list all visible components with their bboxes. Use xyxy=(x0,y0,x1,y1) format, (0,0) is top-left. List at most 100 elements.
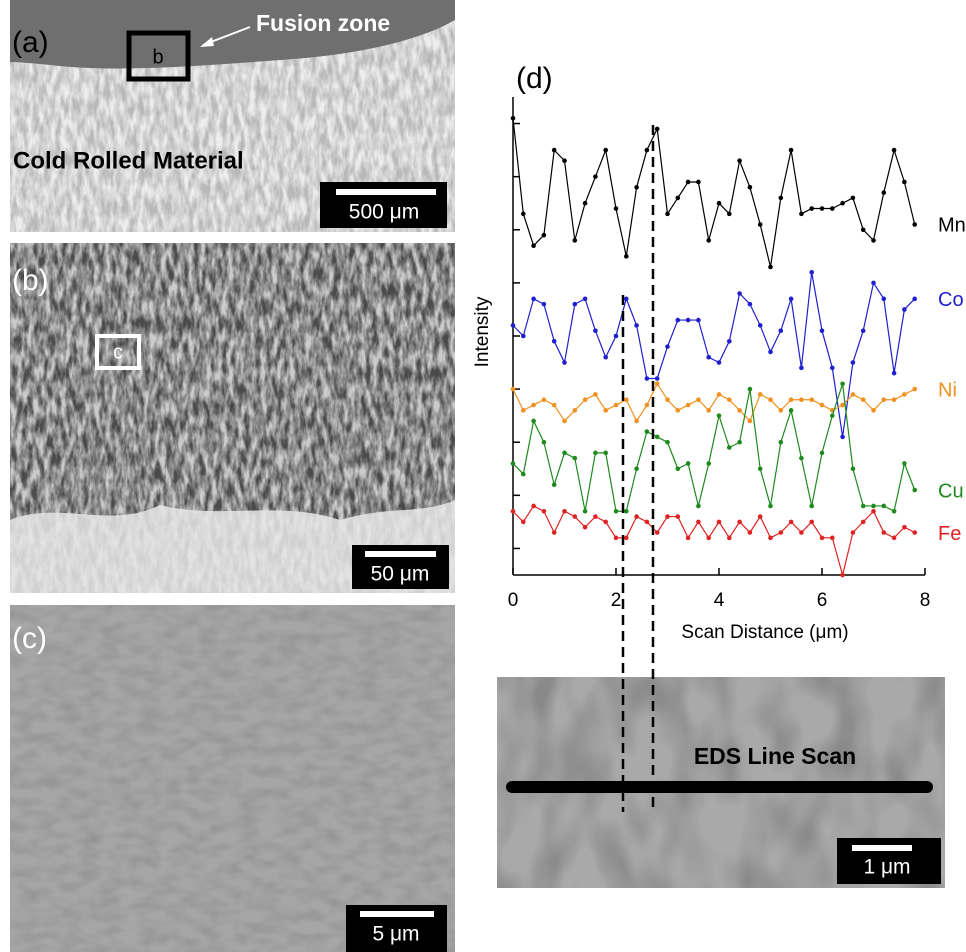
data-point xyxy=(758,323,763,328)
data-point xyxy=(603,520,608,525)
data-point xyxy=(583,397,588,402)
data-point xyxy=(768,350,773,355)
data-point xyxy=(758,466,763,471)
panel-label: (a) xyxy=(12,26,49,59)
data-point xyxy=(655,435,660,440)
data-point xyxy=(562,360,567,365)
scale-label: 500 μm xyxy=(349,201,419,224)
data-point xyxy=(531,297,536,302)
data-point xyxy=(573,302,578,307)
data-point xyxy=(871,281,876,286)
data-point xyxy=(665,514,670,519)
data-point xyxy=(624,536,629,541)
data-point xyxy=(614,403,619,408)
data-point xyxy=(737,158,742,163)
data-point xyxy=(912,222,917,227)
data-point xyxy=(573,514,578,519)
data-point xyxy=(634,185,639,190)
data-point xyxy=(768,397,773,402)
scale-bar xyxy=(852,845,912,851)
data-point xyxy=(902,392,907,397)
data-point xyxy=(789,297,794,302)
data-point xyxy=(521,520,526,525)
data-point xyxy=(511,323,516,328)
data-point xyxy=(531,403,536,408)
data-point xyxy=(809,270,814,275)
data-point xyxy=(830,413,835,418)
panel-b: c (b) 50 μm xyxy=(10,243,455,593)
eds-image: EDS Line Scan 1 μm xyxy=(497,677,945,888)
data-point xyxy=(830,536,835,541)
panel-label: (d) xyxy=(516,62,553,95)
data-point xyxy=(645,376,650,381)
data-point xyxy=(562,419,567,424)
series-line xyxy=(513,384,915,421)
data-point xyxy=(748,387,753,392)
data-point xyxy=(799,212,804,217)
region-label: Cold Rolled Material xyxy=(13,147,244,174)
data-point xyxy=(912,297,917,302)
data-point xyxy=(696,180,701,185)
data-point xyxy=(634,514,639,519)
data-point xyxy=(840,201,845,206)
data-point xyxy=(737,520,742,525)
data-point xyxy=(871,238,876,243)
data-point xyxy=(655,382,660,387)
x-axis-label: Scan Distance (μm) xyxy=(681,622,848,643)
data-point xyxy=(799,397,804,402)
x-tick-label: 6 xyxy=(817,590,828,611)
series-label: Co xyxy=(938,289,964,311)
x-tick-label: 0 xyxy=(508,590,519,611)
scale-bar xyxy=(365,551,436,557)
data-point xyxy=(706,355,711,360)
data-point xyxy=(686,318,691,323)
data-point xyxy=(542,233,547,238)
data-point xyxy=(912,387,917,392)
data-point xyxy=(912,530,917,535)
data-point xyxy=(531,419,536,424)
series-label: Ni xyxy=(938,379,957,401)
data-point xyxy=(593,451,598,456)
data-point xyxy=(511,461,516,466)
data-point xyxy=(593,514,598,519)
series-line xyxy=(513,118,915,267)
data-point xyxy=(542,440,547,445)
data-point xyxy=(799,530,804,535)
x-tick-label: 8 xyxy=(920,590,931,611)
data-point xyxy=(902,525,907,530)
x-tick-label: 2 xyxy=(611,590,622,611)
data-point xyxy=(892,509,897,514)
scale-bar xyxy=(336,189,436,195)
data-point xyxy=(727,212,732,217)
data-point xyxy=(851,530,856,535)
data-point xyxy=(902,180,907,185)
data-point xyxy=(665,344,670,349)
data-point xyxy=(645,403,650,408)
data-point xyxy=(851,196,856,201)
data-point xyxy=(820,403,825,408)
data-point xyxy=(737,291,742,296)
data-point xyxy=(583,297,588,302)
data-point xyxy=(748,185,753,190)
data-point xyxy=(552,339,557,344)
data-point xyxy=(851,360,856,365)
data-point xyxy=(768,536,773,541)
data-point xyxy=(583,509,588,514)
data-point xyxy=(840,403,845,408)
data-point xyxy=(665,440,670,445)
panel-label: (b) xyxy=(12,264,49,297)
data-point xyxy=(562,451,567,456)
data-point xyxy=(830,206,835,211)
y-axis-label: Intensity xyxy=(472,296,493,367)
data-point xyxy=(727,339,732,344)
data-point xyxy=(521,472,526,477)
data-point xyxy=(717,520,722,525)
data-point xyxy=(603,408,608,413)
data-point xyxy=(912,488,917,493)
data-point xyxy=(562,158,567,163)
data-point xyxy=(840,573,845,578)
data-point xyxy=(562,509,567,514)
data-point xyxy=(531,504,536,509)
data-point xyxy=(614,206,619,211)
data-point xyxy=(840,435,845,440)
